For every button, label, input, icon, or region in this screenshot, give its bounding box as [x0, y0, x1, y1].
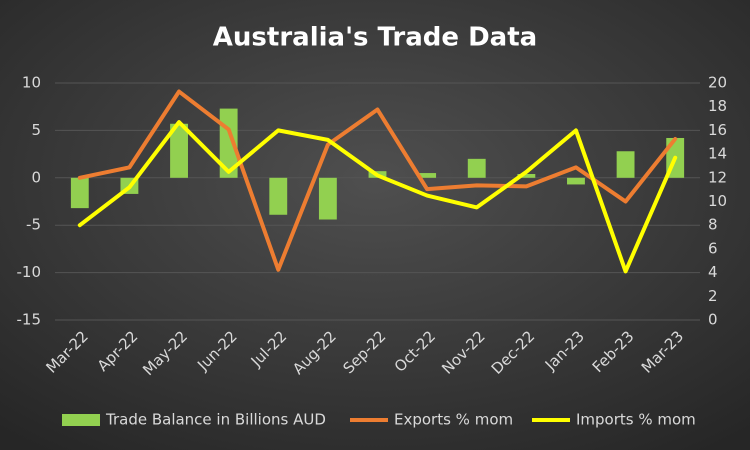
y2-tick-label: 0 [708, 311, 718, 329]
line [77, 120, 678, 274]
bar [418, 173, 437, 178]
legend-swatch [62, 414, 100, 426]
y2-tick-label: 2 [708, 287, 718, 305]
bar [517, 174, 536, 178]
bar [616, 151, 635, 178]
y-tick-label: 0 [31, 168, 41, 186]
y2-tick-label: 10 [708, 192, 727, 210]
y2-tick-label: 16 [708, 121, 727, 139]
y2-tick-label: 20 [708, 74, 727, 92]
bar [467, 158, 486, 178]
y2-tick-label: 6 [708, 239, 718, 257]
y2-tick-label: 18 [708, 97, 727, 115]
bar [318, 177, 337, 220]
legend-label: Imports % mom [576, 411, 696, 429]
y-tick-label: -5 [26, 216, 41, 234]
y-tick-label: -10 [17, 263, 42, 281]
line [77, 89, 678, 272]
bar [170, 123, 188, 178]
y-tick-label: 10 [22, 74, 41, 92]
chart-title: Australia's Trade Data [213, 23, 537, 53]
bar [567, 177, 585, 185]
legend-label: Trade Balance in Billions AUD [105, 411, 326, 429]
bar [269, 177, 288, 215]
y-tick-label: 5 [31, 121, 41, 139]
y2-tick-label: 4 [708, 263, 718, 281]
y-tick-label: -15 [17, 311, 42, 329]
legend-label: Exports % mom [394, 411, 513, 429]
y2-tick-label: 8 [708, 216, 718, 234]
y2-tick-label: 14 [708, 145, 727, 163]
bar [70, 177, 89, 209]
y2-tick-label: 12 [708, 168, 727, 186]
